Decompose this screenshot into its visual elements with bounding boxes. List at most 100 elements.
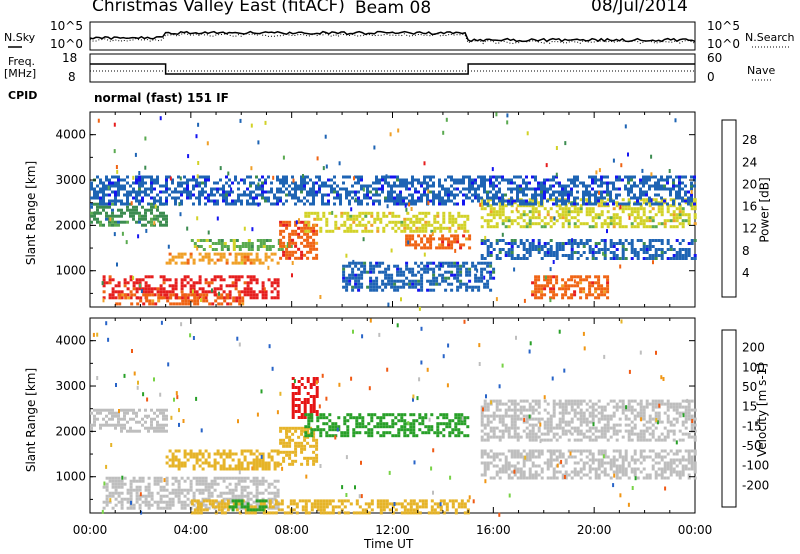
velocity-cell [615, 423, 619, 427]
velocity-cell [159, 506, 163, 510]
power-cell [471, 264, 475, 268]
power-cell [660, 198, 664, 202]
velocity-cell [288, 426, 292, 430]
power-cell [687, 254, 691, 257]
velocity-cell [445, 425, 449, 429]
power-cell [186, 261, 190, 265]
velocity-cell [192, 467, 196, 471]
velocity-cell [486, 414, 490, 418]
power-cell [597, 248, 601, 251]
velocity-cell [312, 432, 316, 436]
velocity-cell [439, 431, 443, 435]
power-cell [366, 187, 369, 191]
velocity-cell [105, 414, 108, 418]
power-cell [375, 288, 379, 292]
velocity-cell [606, 423, 610, 427]
velocity-cell [120, 500, 124, 504]
power-cell [486, 239, 490, 242]
power-cell [690, 184, 693, 188]
power-cell [349, 214, 353, 218]
power-cell [288, 235, 292, 239]
power-cell [192, 290, 196, 294]
power-cell [450, 270, 454, 274]
velocity-cell [510, 423, 514, 427]
power-cell [507, 254, 511, 257]
power-cell [531, 281, 535, 285]
velocity-cell [177, 500, 181, 504]
power-cell [558, 248, 562, 251]
velocity-cell [412, 428, 416, 432]
power-cell [129, 190, 132, 194]
power-cell [391, 226, 395, 230]
velocity-cell [309, 404, 313, 407]
power-cell [675, 184, 678, 188]
power-cell [606, 216, 610, 220]
velocity-cell [672, 429, 676, 433]
velocity-cell [147, 491, 151, 495]
velocity-cell [355, 419, 359, 423]
velocity-cell [117, 479, 121, 483]
velocity-cell [406, 434, 410, 438]
velocity-cell [129, 429, 132, 433]
velocity-cell [273, 479, 277, 483]
power-cell [528, 245, 532, 248]
power-cell [408, 270, 412, 274]
power-cell [93, 193, 96, 197]
power-cell [441, 196, 444, 200]
power-cell [498, 216, 502, 220]
power-cell [582, 181, 585, 185]
velocity-cell [297, 410, 301, 413]
power-cell [135, 220, 138, 224]
power-cell [480, 261, 484, 265]
power-cell [411, 196, 414, 200]
power-cell [606, 198, 610, 202]
power-cell [645, 190, 648, 194]
velocity-cell [427, 425, 431, 429]
power-cell [471, 199, 474, 203]
velocity-cell [576, 426, 580, 430]
power-cell [387, 199, 390, 203]
power-cell [268, 239, 272, 242]
power-cell [117, 187, 120, 191]
power-cell [477, 193, 480, 197]
power-cell [456, 202, 459, 206]
power-cell [573, 251, 577, 254]
velocity-cell [186, 458, 190, 462]
velocity-cell [495, 414, 499, 418]
power-cell [145, 299, 149, 303]
velocity-cell [162, 500, 166, 504]
power-cell [579, 222, 583, 226]
power-cell [414, 279, 418, 283]
power-cell [280, 248, 284, 251]
velocity-cell [129, 494, 133, 498]
power-cell [552, 178, 555, 182]
velocity-cell [297, 380, 301, 383]
power-cell [300, 256, 304, 260]
power-cell [495, 193, 498, 197]
velocity-cell [135, 488, 139, 492]
power-cell [297, 220, 301, 224]
power-cell [276, 284, 280, 288]
power-cell [150, 290, 154, 294]
velocity-cell [165, 479, 169, 483]
power-cell [333, 175, 336, 179]
power-cell [150, 175, 153, 179]
power-cell [585, 193, 588, 197]
power-cell [300, 253, 304, 257]
velocity-cell [594, 435, 598, 439]
power-cell [576, 210, 580, 214]
velocity-cell [451, 419, 455, 423]
power-cell [99, 181, 102, 185]
velocity-cell [316, 419, 320, 423]
velocity-cell [457, 431, 461, 435]
power-cell [687, 242, 691, 245]
velocity-cell [165, 494, 169, 498]
power-cell [384, 267, 388, 271]
power-cell [552, 284, 556, 288]
power-cell [348, 273, 352, 277]
power-cell [693, 254, 697, 257]
velocity-cell [609, 435, 613, 439]
power-cell [675, 225, 679, 229]
velocity-cell [234, 467, 238, 471]
power-cell [180, 193, 183, 197]
